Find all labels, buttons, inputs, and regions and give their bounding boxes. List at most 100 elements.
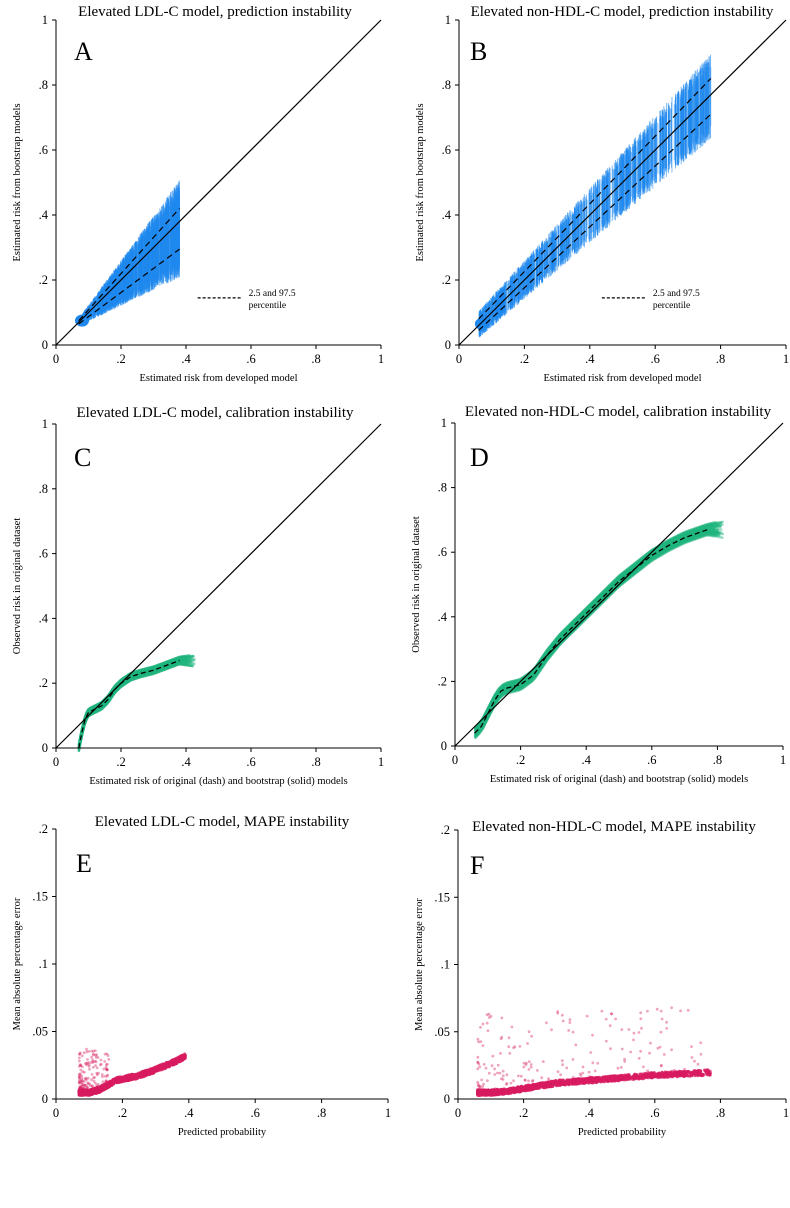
- x-tick-label: .6: [647, 753, 656, 767]
- mape-outlier: [103, 1086, 106, 1089]
- bootstrap-curve: [473, 533, 723, 739]
- mape-outlier: [91, 1084, 94, 1088]
- mape-outlier: [77, 1080, 81, 1083]
- mape-outlier: [83, 1092, 87, 1095]
- bootstrap-curve: [77, 663, 193, 752]
- bootstrap-curve: [473, 527, 722, 734]
- mape-outlier: [77, 1080, 81, 1084]
- bootstrap-curve: [77, 660, 187, 750]
- mape-point: [701, 1073, 705, 1078]
- bootstrap-curve: [473, 529, 720, 735]
- mape-outlier: [107, 1058, 111, 1061]
- bootstrap-curve: [473, 532, 717, 738]
- mape-outlier: [77, 1092, 81, 1095]
- mape-outlier: [77, 1081, 81, 1085]
- y-tick-label: .6: [39, 547, 48, 561]
- mape-outlier: [95, 1087, 99, 1091]
- mape-outlier: [93, 1049, 97, 1053]
- x-tick-label: .4: [184, 1106, 194, 1120]
- mape-outlier: [83, 1089, 87, 1093]
- mape-outlier: [83, 1062, 87, 1065]
- mape-outlier: [78, 1073, 82, 1077]
- mape-outlier: [89, 1089, 93, 1093]
- bootstrap-curve: [473, 523, 719, 731]
- y-tick-label: 0: [42, 741, 48, 755]
- mape-outlier: [79, 1092, 83, 1095]
- mape-outlier: [86, 1058, 89, 1061]
- x-tick-label: .6: [246, 352, 255, 366]
- mape-outlier: [94, 1089, 97, 1092]
- reference-line: [55, 423, 382, 749]
- mape-point: [140, 1070, 144, 1074]
- bootstrap-curve: [473, 531, 725, 737]
- mape-outlier: [103, 1085, 106, 1088]
- mape-outlier: [84, 1090, 88, 1094]
- bootstrap-curve: [77, 661, 192, 750]
- mape-outlier: [104, 1084, 108, 1088]
- mape-outlier: [92, 1090, 96, 1094]
- mape-outlier: [103, 1052, 107, 1056]
- mape-point: [88, 1090, 92, 1094]
- mape-outlier: [92, 1079, 96, 1083]
- mape-outlier: [95, 1073, 99, 1077]
- x-tick-label: .4: [181, 755, 191, 769]
- mape-outlier: [101, 1075, 104, 1079]
- mape-point: [591, 1081, 595, 1085]
- mape-outlier: [90, 1055, 93, 1059]
- y-tick-label: .2: [39, 676, 48, 690]
- legend-label: 2.5 and 97.5: [249, 289, 296, 299]
- bootstrap-curve: [77, 655, 193, 746]
- mape-outlier: [86, 1062, 89, 1066]
- mape-outlier: [103, 1074, 107, 1078]
- mape-outlier: [104, 1085, 108, 1089]
- bootstrap-cluster: [75, 314, 89, 327]
- mape-point: [170, 1058, 174, 1062]
- bootstrap-curve: [77, 662, 188, 752]
- mape-outlier: [90, 1073, 94, 1076]
- mape-outlier: [78, 1087, 82, 1090]
- mape-outlier: [82, 1080, 86, 1083]
- bootstrap-curve: [473, 521, 719, 729]
- mape-outlier: [79, 1084, 83, 1088]
- x-axis-label: Estimated risk from developed model: [543, 373, 701, 384]
- bootstrap-curve: [473, 531, 719, 737]
- y-tick-label: .8: [442, 78, 451, 92]
- y-tick-label: .8: [39, 78, 48, 92]
- mape-outlier: [82, 1091, 86, 1095]
- mape-outlier: [81, 1091, 85, 1095]
- mape-point: [78, 1089, 82, 1093]
- mape-outlier: [86, 1085, 89, 1089]
- mape-outlier: [79, 1068, 83, 1072]
- mape-outlier: [105, 1062, 109, 1066]
- bootstrap-curve: [473, 530, 721, 736]
- mape-point: [108, 1079, 112, 1083]
- mape-outlier: [78, 1092, 81, 1095]
- mape-outlier: [81, 1086, 85, 1090]
- mape-outlier: [94, 1053, 97, 1057]
- mape-point: [120, 1078, 124, 1082]
- mape-point: [176, 1056, 181, 1060]
- mape-outlier: [98, 1087, 102, 1090]
- mape-point: [80, 1089, 84, 1093]
- y-tick-label: .2: [438, 674, 447, 688]
- x-tick-label: .2: [116, 755, 125, 769]
- y-axis-label: Mean absolute percentage error: [12, 897, 23, 1030]
- y-tick-label: 0: [42, 338, 48, 352]
- mape-outlier: [99, 1062, 103, 1066]
- mape-outlier: [95, 1066, 99, 1070]
- mape-outlier: [86, 1082, 90, 1086]
- mape-outlier: [88, 1092, 92, 1095]
- mape-point: [699, 1069, 703, 1073]
- mape-outlier: [78, 1075, 81, 1079]
- mape-outlier: [80, 1090, 83, 1094]
- panel-E: 0 .2 .4 .6 .8 1 0 .05 .1 .15 .2 Predicted probabili…: [12, 814, 391, 1138]
- mape-outlier: [97, 1089, 101, 1093]
- bootstrap-curve: [473, 534, 715, 740]
- mape-outlier: [79, 1064, 83, 1067]
- bootstrap-curve: [473, 533, 718, 739]
- mape-outlier: [80, 1092, 84, 1095]
- bootstrap-curve: [473, 530, 718, 737]
- mape-outlier: [105, 1074, 109, 1078]
- mape-point: [174, 1059, 178, 1063]
- panel-letter: A: [74, 37, 93, 66]
